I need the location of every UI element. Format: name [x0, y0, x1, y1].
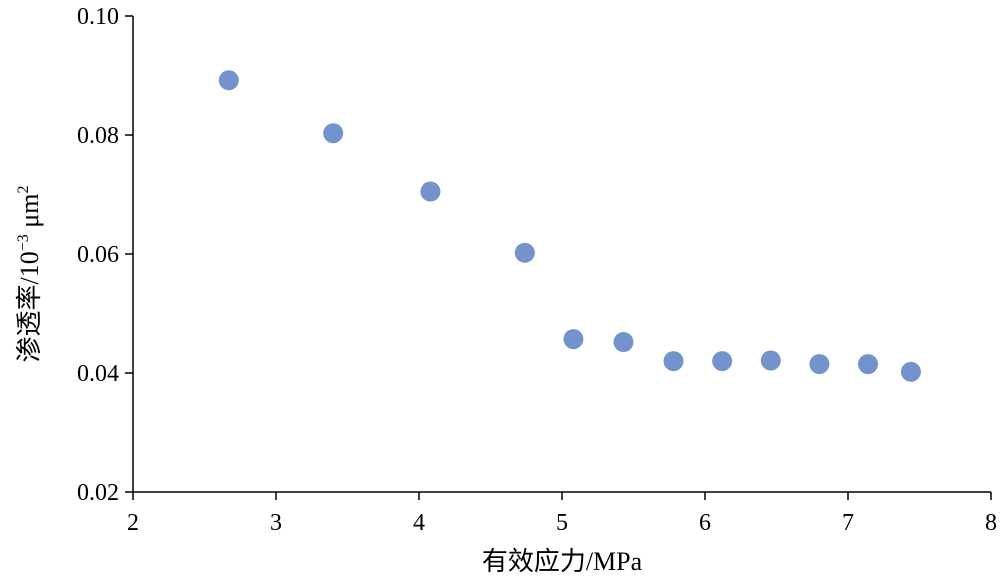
y-tick-label: 0.06 [77, 242, 119, 268]
y-axis-title-main: 渗透率/10 [15, 251, 44, 362]
data-point [563, 329, 584, 350]
y-tick-label: 0.10 [77, 4, 119, 30]
y-axis-title-unit: μm [15, 194, 44, 235]
y-axis-title: 渗透率/10−3 μm2 [15, 186, 44, 363]
data-points [218, 70, 921, 382]
data-point [663, 351, 684, 372]
y-axis-title-unit-exponent: 2 [15, 186, 32, 194]
data-point [613, 332, 634, 353]
x-ticks: 2 3 4 5 6 7 8 [127, 492, 997, 536]
y-tick-label: 0.08 [77, 123, 119, 149]
data-point [809, 354, 830, 375]
x-tick-label: 8 [985, 510, 997, 536]
x-tick-label: 2 [127, 510, 139, 536]
data-point [712, 351, 733, 372]
y-tick-label: 0.04 [77, 361, 119, 387]
axes [132, 16, 991, 493]
data-point [323, 123, 344, 144]
y-ticks: 0.02 0.04 0.06 0.08 0.10 [77, 4, 133, 506]
x-tick-label: 6 [699, 510, 711, 536]
y-tick-label: 0.02 [77, 480, 119, 506]
x-tick-label: 7 [842, 510, 854, 536]
data-point [420, 181, 441, 202]
x-tick-label: 5 [556, 510, 568, 536]
x-tick-label: 3 [270, 510, 282, 536]
data-point [218, 70, 239, 91]
data-point [858, 354, 879, 375]
data-point [514, 242, 535, 263]
data-point [900, 361, 921, 382]
data-point [760, 350, 781, 371]
x-tick-label: 4 [413, 510, 425, 536]
y-axis-title-exponent: −3 [15, 234, 32, 251]
x-axis-title: 有效应力/MPa [482, 547, 643, 576]
